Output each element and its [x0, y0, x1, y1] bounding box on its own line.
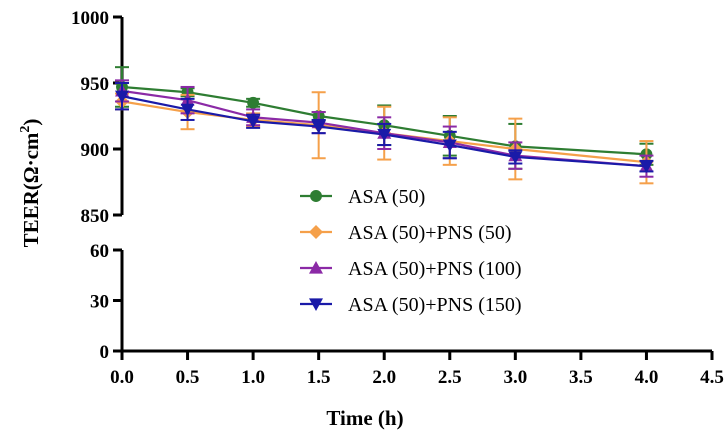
data-point [115, 90, 129, 104]
data-point [639, 160, 654, 174]
y-tick-label: 30 [90, 292, 109, 313]
data-point [247, 96, 260, 109]
legend-item: ASA (50)+PNS (150) [300, 294, 522, 316]
x-tick-label: 3.0 [503, 367, 527, 388]
y-tick-label: 850 [81, 206, 110, 227]
x-tick-label: 1.5 [307, 367, 331, 388]
legend-label: ASA (50)+PNS (100) [348, 258, 522, 280]
y-axis-title: TEER(Ω·cm2) [18, 119, 43, 248]
legend-label: ASA (50)+PNS (150) [348, 294, 522, 316]
y-tick-label: 900 [81, 140, 110, 161]
series-line [121, 89, 647, 168]
data-point [246, 115, 261, 129]
legend-item: ASA (50) [300, 186, 425, 208]
data-point [377, 128, 392, 142]
legend-label: ASA (50)+PNS (50) [348, 222, 512, 244]
y-axis-title-superscript: 2 [18, 126, 33, 133]
legend-marker [310, 190, 322, 202]
data-point [311, 120, 326, 134]
x-tick-label: 1.0 [241, 367, 265, 388]
data-point [180, 103, 195, 117]
x-tick-label: 0.0 [110, 367, 134, 388]
x-tick-label: 2.0 [372, 367, 396, 388]
y-tick-label: 0 [100, 342, 110, 363]
x-tick-label: 0.5 [176, 367, 200, 388]
legend-marker [309, 298, 323, 311]
x-tick-label: 3.5 [569, 367, 593, 388]
chart-ticks: 0 30 60 850 900 950 1000 0.0 0.5 1.0 1.5 2.0 2.5 3.0 3… [71, 8, 724, 388]
legend-item: ASA (50)+PNS (50) [300, 222, 512, 244]
chart-series [115, 66, 654, 185]
legend-marker [309, 261, 323, 274]
x-tick-label: 4.5 [700, 367, 724, 388]
y-axis-title-main: TEER(Ω·cm [19, 132, 43, 247]
data-point [508, 151, 523, 164]
y-tick-label: 1000 [71, 8, 109, 29]
y-tick-label: 60 [90, 241, 109, 262]
chart-legend: ASA (50) ASA (50)+PNS (50) ASA (50)+PNS (1… [300, 186, 522, 316]
legend-label: ASA (50) [348, 186, 425, 208]
series-line [121, 95, 647, 168]
series-line [121, 100, 647, 164]
x-tick-label: 4.0 [635, 367, 659, 388]
x-tick-label: 2.5 [438, 367, 462, 388]
series-line [121, 85, 647, 156]
series-4 [115, 82, 654, 174]
y-axis-title-close: ) [19, 119, 43, 126]
y-tick-label: 950 [81, 74, 110, 95]
x-axis-title: Time (h) [326, 406, 403, 430]
legend-marker [309, 225, 323, 239]
data-point [442, 139, 457, 153]
legend-item: ASA (50)+PNS (100) [300, 258, 522, 280]
